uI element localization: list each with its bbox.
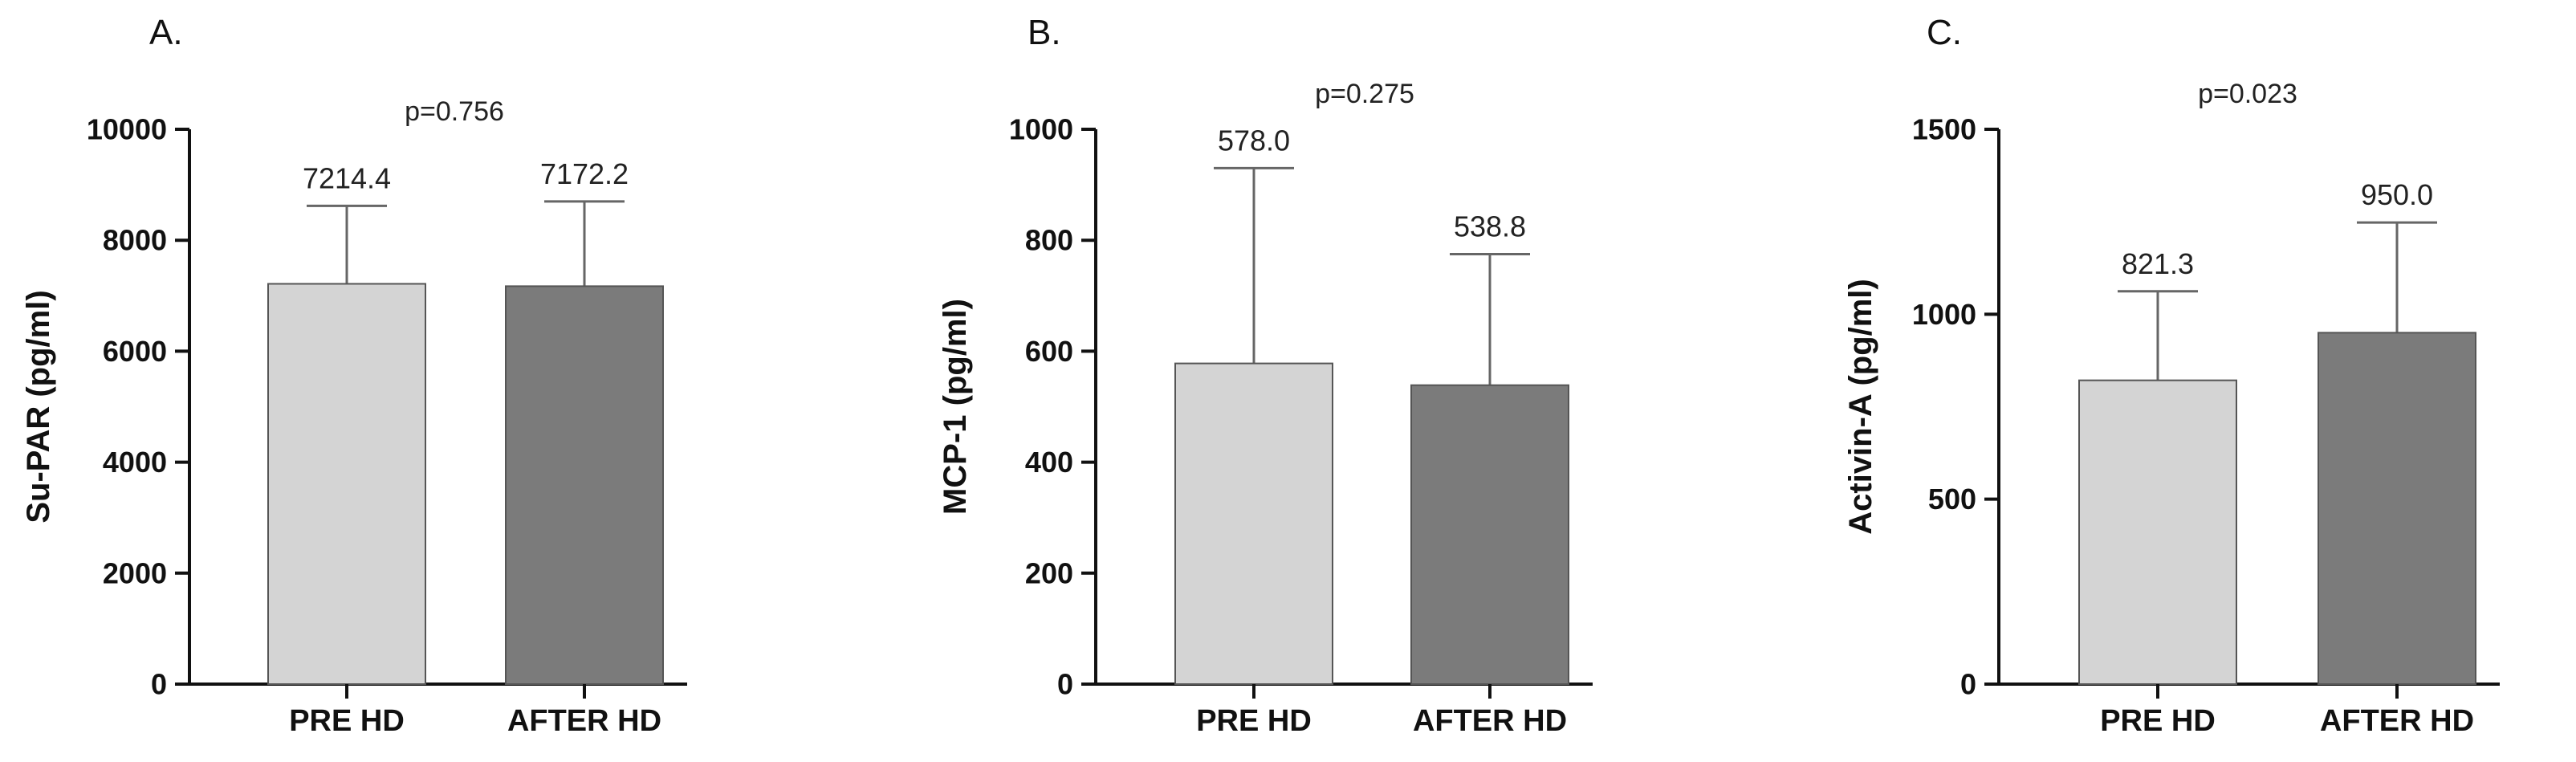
y-tick-label: 2000 xyxy=(103,556,167,589)
x-tick-label: PRE HD xyxy=(289,704,405,738)
data-label: 538.8 xyxy=(1454,210,1526,242)
y-tick-label: 800 xyxy=(1025,224,1073,257)
x-tick-label: AFTER HD xyxy=(2320,704,2474,738)
y-axis-label: Activin-A (pg/ml) xyxy=(1843,279,1878,535)
y-axis-label: Su-PAR (pg/ml) xyxy=(21,290,56,523)
y-tick-label: 500 xyxy=(1928,483,1976,515)
y-tick-label: 1000 xyxy=(1912,298,1976,331)
y-tick-label: 0 xyxy=(1960,668,1976,701)
data-label: 7214.4 xyxy=(303,161,391,194)
y-tick-label: 10000 xyxy=(87,113,167,146)
panel-letter: B. xyxy=(1028,13,1061,52)
y-tick-label: 200 xyxy=(1025,556,1073,589)
y-axis-label: MCP-1 (pg/ml) xyxy=(938,299,973,515)
x-tick-label: PRE HD xyxy=(1196,704,1312,738)
bar-after-hd xyxy=(2318,332,2476,685)
y-tick-label: 8000 xyxy=(103,224,167,257)
chart-panel-3: C. p=0.023 Activin-A (pg/ml) 0 500 1000 1500 82… xyxy=(1843,13,2500,738)
data-label: 7172.2 xyxy=(540,157,629,190)
y-tick-label: 6000 xyxy=(103,335,167,368)
data-label: 950.0 xyxy=(2361,178,2433,211)
y-tick-label: 0 xyxy=(151,668,167,701)
y-tick-label: 1000 xyxy=(1009,113,1073,146)
x-tick-label: AFTER HD xyxy=(1413,704,1567,738)
p-value-annotation: p=0.023 xyxy=(2198,79,2297,109)
data-label: 578.0 xyxy=(1218,124,1290,157)
bar-pre-hd xyxy=(267,283,426,685)
p-value-annotation: p=0.756 xyxy=(405,96,504,127)
y-tick-label: 400 xyxy=(1025,446,1073,479)
p-value-annotation: p=0.275 xyxy=(1315,79,1414,109)
chart-panel-2: B. p=0.275 MCP-1 (pg/ml) 0 200 400 600 800 1000 5… xyxy=(938,13,1593,738)
y-tick-label: 0 xyxy=(1057,668,1073,701)
data-label: 821.3 xyxy=(2122,247,2194,280)
chart-panel-1: A. p=0.756 Su-PAR (pg/ml) 0 2000 4000 6000 8000… xyxy=(21,13,687,738)
y-tick-label: 4000 xyxy=(103,446,167,479)
y-tick-label: 1500 xyxy=(1912,113,1976,146)
x-tick-label: PRE HD xyxy=(2100,704,2216,738)
bar-pre-hd xyxy=(1174,362,1333,685)
bar-after-hd xyxy=(1410,384,1569,685)
x-tick-label: AFTER HD xyxy=(507,704,661,738)
panel-letter: A. xyxy=(149,13,183,52)
y-tick-label: 600 xyxy=(1025,335,1073,368)
bar-after-hd xyxy=(505,285,664,685)
bar-pre-hd xyxy=(2078,379,2237,685)
panel-letter: C. xyxy=(1927,13,1962,52)
